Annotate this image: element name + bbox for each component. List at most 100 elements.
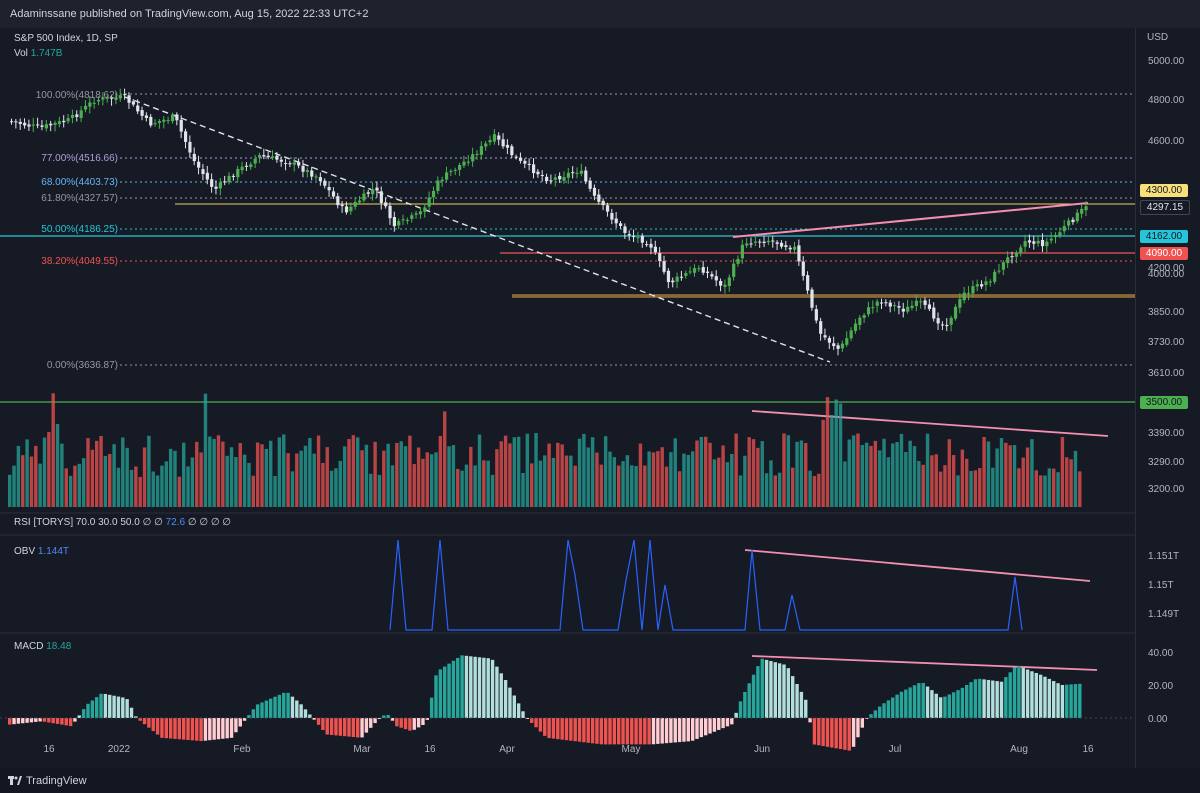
macd-bar — [882, 703, 886, 718]
candle — [779, 240, 784, 249]
obv-trend-line[interactable] — [744, 549, 1091, 582]
candle — [210, 173, 214, 193]
candle — [575, 167, 579, 179]
downtrend-line[interactable] — [124, 96, 831, 363]
volume-bar — [312, 453, 316, 507]
candle — [318, 172, 323, 186]
candle — [675, 272, 679, 289]
candle — [906, 299, 910, 314]
macd-bar — [630, 718, 634, 745]
brand-footer[interactable]: TradingView — [0, 768, 1200, 793]
macd-bar — [556, 718, 560, 740]
volume-bar — [995, 448, 999, 507]
volume-bar — [377, 474, 382, 507]
obv-legend[interactable]: OBV 1.144T — [14, 546, 69, 557]
macd-legend[interactable]: MACD 18.48 — [14, 641, 71, 652]
candle — [405, 217, 410, 225]
candle — [893, 301, 897, 312]
rsi-legend[interactable]: RSI [TORYS] 70.0 30.0 50.0 ∅ ∅ 72.6 ∅ ∅ … — [14, 517, 231, 528]
symbol-title: S&P 500 Index, 1D, SP — [14, 33, 118, 44]
candle — [140, 106, 144, 121]
macd-bar — [477, 657, 482, 718]
volume-bar — [473, 465, 477, 507]
macd-bar — [777, 663, 782, 718]
candle — [292, 157, 296, 172]
macd-bar — [1073, 684, 1078, 718]
volume-bar — [734, 433, 738, 507]
candle — [988, 279, 992, 287]
rising-wedge-line[interactable] — [732, 202, 1089, 238]
macd-bar — [982, 679, 986, 718]
macd-bar — [155, 718, 160, 735]
candle — [545, 173, 549, 184]
candle — [40, 120, 44, 131]
candle — [749, 237, 753, 248]
volume-bar — [882, 438, 886, 507]
macd-bar — [573, 718, 577, 742]
volume-bar — [564, 455, 569, 507]
macd-bar — [582, 718, 586, 743]
volume-bar — [930, 455, 934, 507]
volume-bar — [277, 437, 282, 507]
price-chart-svg[interactable]: 100.00%(4818.62) 77.00%(4516.66) 68.00%(… — [0, 28, 1135, 768]
volume-bar — [499, 441, 503, 507]
volume-bar — [421, 458, 425, 507]
candle — [658, 247, 662, 268]
macd-bar — [947, 694, 951, 718]
macd-bar — [360, 718, 364, 738]
fib-retracement[interactable] — [120, 93, 1135, 366]
candle — [479, 141, 483, 160]
macd-bar — [434, 675, 438, 718]
volume-bar — [795, 441, 799, 507]
volume-bar — [321, 462, 325, 507]
volume-bar — [81, 458, 86, 507]
volume-bar — [395, 442, 399, 507]
candle — [523, 158, 527, 169]
volume-legend[interactable]: Vol 1.747B — [14, 48, 62, 59]
macd-bar — [599, 718, 603, 745]
price-tag-last: 4297.15 — [1140, 200, 1190, 215]
volume-bar — [530, 463, 534, 507]
volume-bar — [860, 445, 864, 507]
candle — [231, 173, 236, 181]
macd-bar — [286, 692, 290, 718]
volume-bar — [247, 462, 251, 507]
volume-bar — [782, 433, 786, 507]
volume-bar — [21, 455, 25, 507]
price-axis-svg[interactable]: USD 5000.00 4800.00 4600.00 4200.00 4000… — [1136, 28, 1200, 768]
candle — [697, 265, 701, 272]
macd-bar — [603, 718, 608, 745]
macd-bar — [756, 666, 760, 718]
candle — [627, 230, 631, 241]
symbol-legend[interactable]: S&P 500 Index, 1D, SP — [14, 33, 118, 44]
candle — [1058, 227, 1062, 239]
macd-bar — [795, 683, 799, 718]
macd-bar — [804, 699, 808, 718]
price-axis[interactable]: USD 5000.00 4800.00 4600.00 4200.00 4000… — [1135, 28, 1200, 768]
macd-bar — [99, 693, 103, 718]
fib-label-100: 100.00%(4818.62) — [36, 90, 118, 101]
volume-trend-line[interactable] — [751, 410, 1109, 437]
macd-trend-line[interactable] — [751, 655, 1098, 671]
candle — [806, 271, 810, 294]
candle — [510, 144, 514, 159]
price-tick: 4600.00 — [1148, 136, 1185, 147]
macd-bar — [369, 718, 373, 728]
macd-bar — [55, 718, 60, 724]
candle — [762, 235, 766, 248]
macd-bar — [47, 718, 51, 723]
chart-plot-area[interactable]: 100.00%(4818.62) 77.00%(4516.66) 68.00%(… — [0, 28, 1135, 768]
candle — [36, 117, 40, 129]
volume-bar — [1034, 470, 1038, 507]
volume-bar — [743, 455, 747, 507]
volume-bar — [1030, 439, 1034, 507]
time-label: 16 — [424, 744, 436, 755]
volume-bar — [908, 440, 912, 507]
candle — [1054, 232, 1058, 244]
obv-tick: 1.149T — [1148, 609, 1179, 620]
publish-info: Adaminssane published on TradingView.com… — [10, 8, 369, 20]
candle — [1075, 209, 1079, 224]
volume-bar — [308, 438, 312, 507]
candle — [388, 202, 392, 225]
macd-bar — [1056, 683, 1060, 718]
